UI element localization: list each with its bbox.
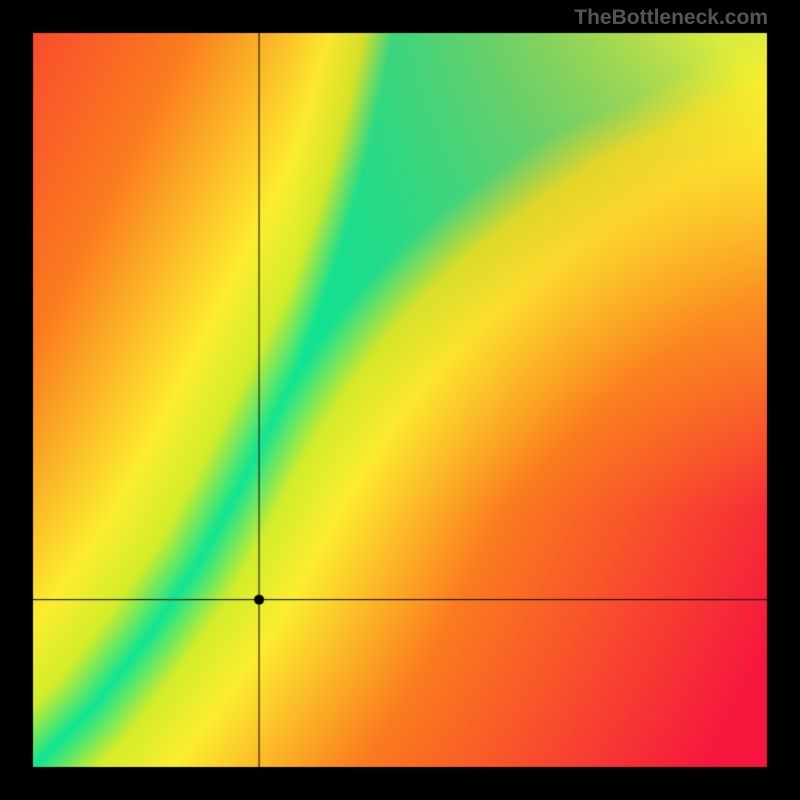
chart-container: TheBottleneck.com [0,0,800,800]
watermark-text: TheBottleneck.com [574,6,768,30]
heatmap-canvas [0,0,800,800]
